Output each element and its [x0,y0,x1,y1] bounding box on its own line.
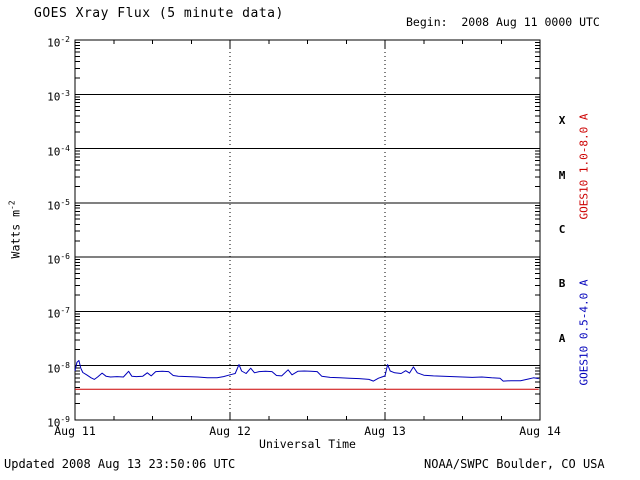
exponent: -7 [60,306,70,315]
exponent: -3 [60,89,70,98]
exponent: -2 [7,200,17,211]
x-axis-label: Universal Time [259,437,356,451]
y-tick-label: 10-6 [47,252,70,267]
exponent: -5 [60,198,70,207]
exponent: -4 [60,144,70,153]
flare-class-label: C [558,223,566,236]
exponent: -6 [60,252,70,261]
flux-series-short [74,360,539,382]
x-tick-label: Aug 11 [54,424,96,438]
flare-class-label: B [558,277,566,290]
flare-class-label: M [558,169,566,182]
credit-text: NOAA/SWPC Boulder, CO USA [424,457,605,471]
begin-timestamp: Begin: 2008 Aug 11 0000 UTC [406,15,600,29]
flare-class-label: X [558,114,566,127]
x-tick-label: Aug 13 [364,424,406,438]
y-tick-label: 10-2 [47,35,70,50]
x-tick-label: Aug 14 [519,424,561,438]
plot-frame [74,39,541,421]
y-tick-label: 10-3 [47,89,70,104]
y-tick-label: 10-9 [47,415,70,430]
x-tick-label: Aug 12 [209,424,251,438]
y-tick-label: 10-5 [47,198,70,213]
y-axis-label: Watts m-2 [7,200,23,259]
series-label-goes10-long: GOES10 1.0-8.0 A [577,113,591,220]
y-tick-label: 10-8 [47,361,70,376]
y-tick-label: 10-7 [47,306,70,321]
exponent: -9 [60,415,70,424]
updated-timestamp: Updated 2008 Aug 13 23:50:06 UTC [4,457,236,471]
flare-class-label: A [558,332,566,345]
y-tick-label: 10-4 [47,144,70,159]
series-label-goes10-short: GOES10 0.5-4.0 A [577,279,591,386]
chart-title: GOES Xray Flux (5 minute data) [34,6,284,21]
exponent: -8 [60,361,70,370]
exponent: -2 [60,35,70,44]
